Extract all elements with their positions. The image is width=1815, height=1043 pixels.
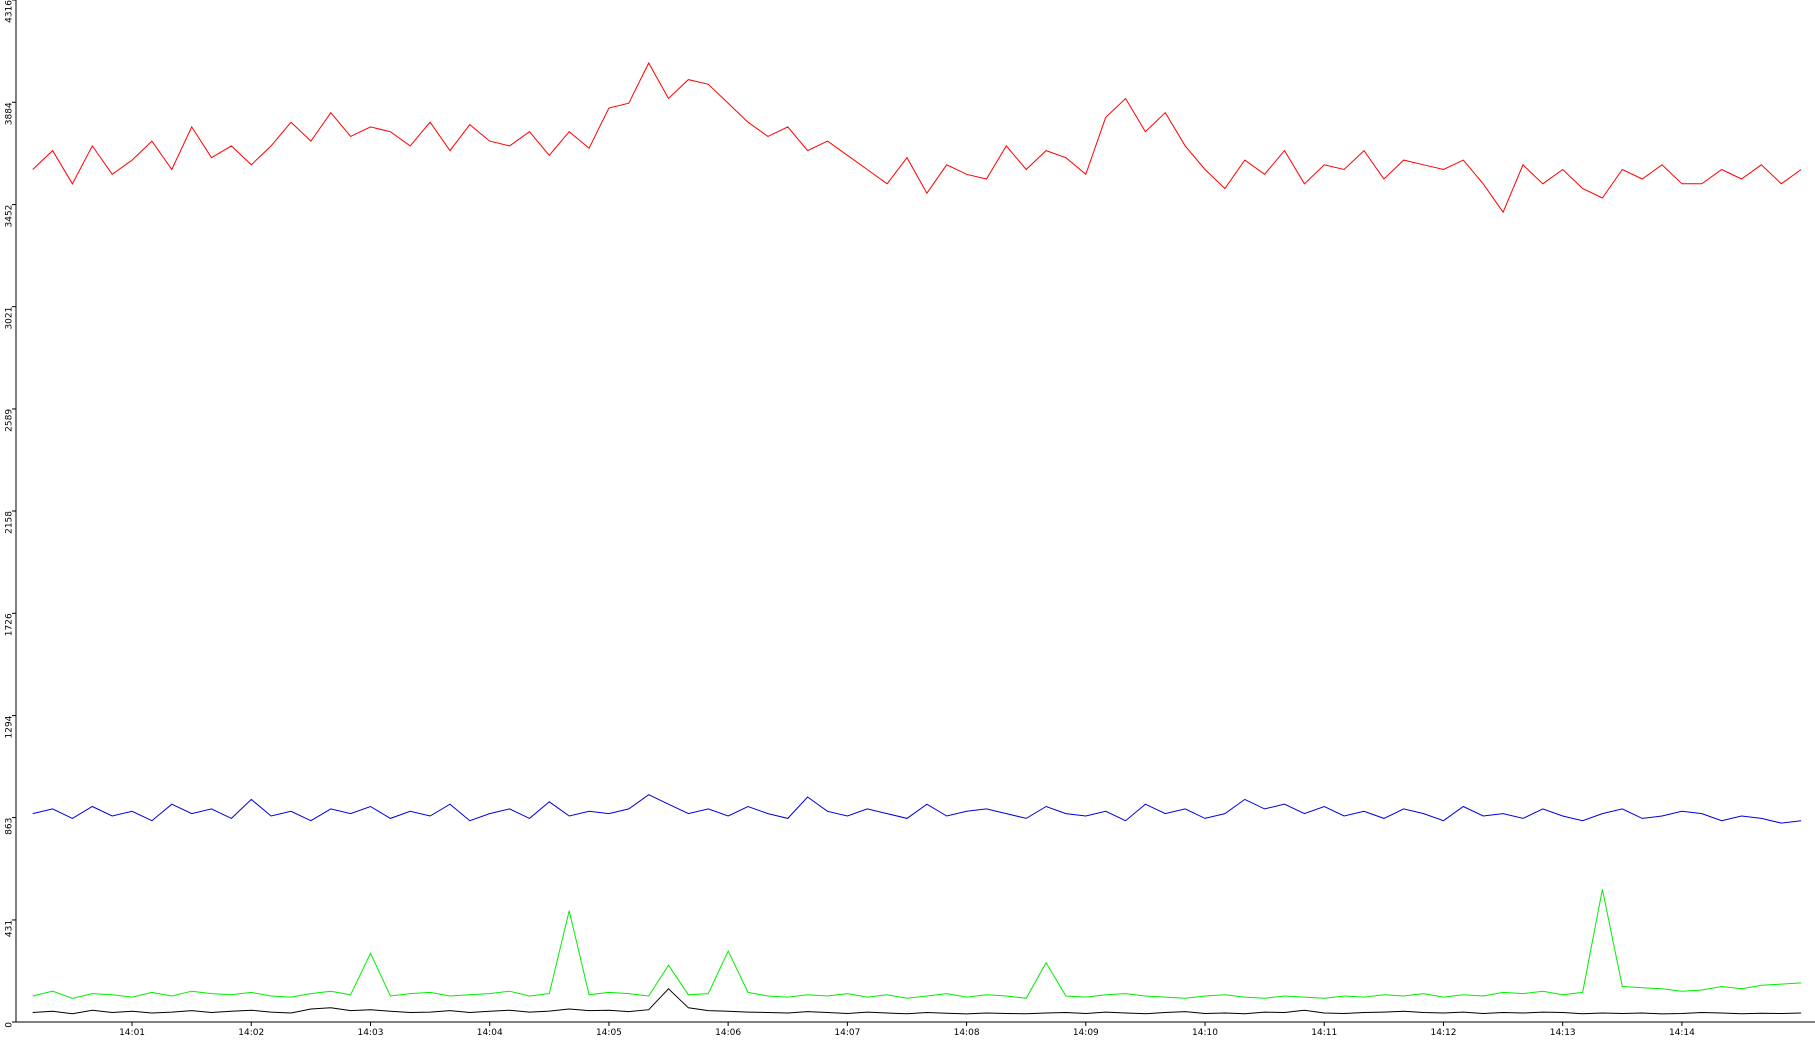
y-tick-label: 0 [5, 1022, 15, 1028]
x-tick-label: 14:14 [1669, 1028, 1695, 1038]
x-tick-label: 14:10 [1192, 1028, 1218, 1038]
y-tick-label: 863 [5, 818, 15, 835]
x-tick-label: 14:08 [954, 1028, 980, 1038]
series-line [32, 61, 1802, 214]
x-tick-label: 14:02 [238, 1028, 264, 1038]
y-tick-label: 1726 [5, 613, 15, 636]
x-tick-label: 14:09 [1073, 1028, 1099, 1038]
x-tick-label: 14:04 [477, 1028, 503, 1038]
x-tick-label: 14:07 [834, 1028, 860, 1038]
y-tick-label: 1294 [5, 715, 15, 738]
y-tick-label: 3021 [5, 307, 15, 330]
x-tick-label: 14:03 [358, 1028, 384, 1038]
y-tick-label: 2158 [5, 511, 15, 534]
series-line [32, 794, 1802, 824]
x-tick-label: 14:12 [1431, 1028, 1457, 1038]
y-tick-label: 4316 [5, 0, 15, 23]
y-tick-label: 2589 [5, 409, 15, 432]
y-tick-label: 3452 [5, 205, 15, 228]
x-tick-label: 14:13 [1550, 1028, 1576, 1038]
x-tick-label: 14:01 [119, 1028, 145, 1038]
series-line [32, 889, 1802, 999]
y-tick-label: 3884 [5, 102, 15, 125]
y-tick-label: 431 [5, 920, 15, 937]
x-tick-label: 14:05 [596, 1028, 622, 1038]
x-tick-label: 14:11 [1311, 1028, 1337, 1038]
series-line [32, 988, 1802, 1015]
x-tick-label: 14:06 [715, 1028, 741, 1038]
